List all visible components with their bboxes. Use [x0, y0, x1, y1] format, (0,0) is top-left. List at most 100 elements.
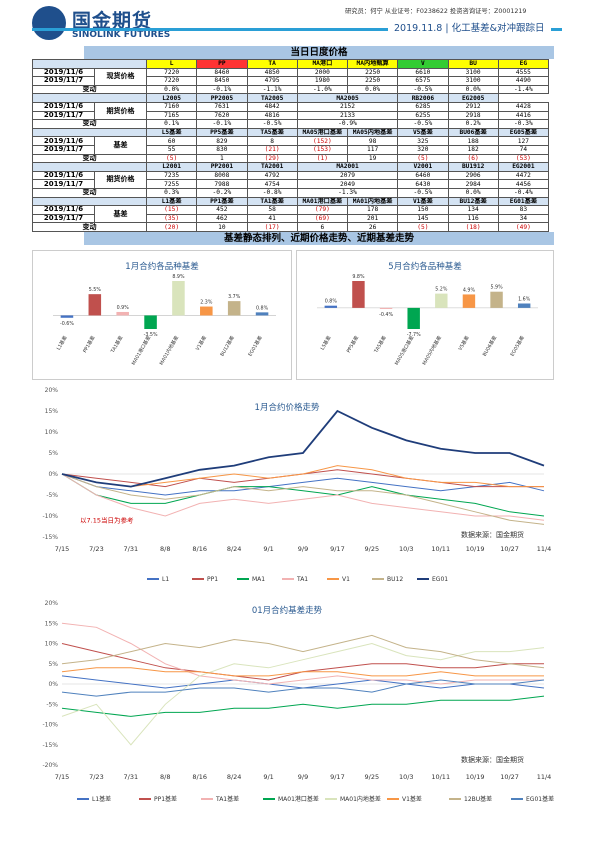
table-cell: 150 [397, 205, 449, 215]
table-cell: 2984 [447, 179, 499, 189]
x-tick-label: 8/24 [227, 773, 242, 781]
data-label: -0.6% [60, 321, 74, 327]
table-cell: 60 [145, 136, 198, 146]
column-header: L2001 [145, 162, 198, 172]
x-tick-label: 7/15 [55, 773, 70, 781]
x-tick-label: 8/8 [160, 545, 170, 553]
table-cell: 145 [397, 213, 449, 224]
bar [352, 281, 365, 308]
bar [490, 291, 503, 308]
table-cell: 6285 [397, 101, 449, 112]
row-date: 2019/11/6 [32, 205, 95, 215]
series-line [61, 473, 545, 517]
table-cell: 7165 [145, 110, 198, 121]
column-header: RB2006 [397, 93, 449, 103]
column-header: EG [497, 59, 550, 69]
group-label: 期货价格 [94, 170, 147, 189]
column-header: V [397, 59, 449, 69]
table-cell: (1) [296, 153, 349, 164]
table-cell: 6 [296, 222, 349, 232]
table-cell: 7631 [196, 101, 248, 112]
legend-label: L1基差 [92, 795, 111, 803]
row-label: 变动 [32, 119, 147, 129]
category-label: TA5基差 [372, 334, 388, 355]
table-cell: 4850 [246, 67, 298, 78]
section-title-daily-prices: 当日日度价格 [84, 46, 554, 59]
table-cell: 2250 [346, 67, 399, 78]
line-chart-jan-price: 20% 15% 10% 5% 0% -5% -10% -15% 7/15 7/23 7/31 8/8 8… [42, 387, 551, 583]
table-cell: 4428 [497, 101, 550, 112]
table-cell: (35) [145, 213, 198, 224]
table-cell: (5) [397, 153, 449, 164]
column-header: L5基差 [145, 127, 198, 138]
row-date: 2019/11/6 [32, 67, 95, 78]
chart-title: 01月合约基差走势 [252, 605, 323, 616]
x-tick-label: 9/1 [263, 545, 273, 553]
table-cell: -0.1% [196, 119, 248, 129]
x-tick-label: 9/17 [330, 773, 345, 781]
x-tick-label: 7/31 [124, 773, 139, 781]
bar [60, 315, 74, 318]
table-cell: 201 [346, 213, 399, 224]
table-cell: 0.0% [447, 187, 499, 198]
table-cell: 0.0% [145, 84, 198, 95]
column-header: MA01港口基差 [296, 196, 349, 207]
spot-row: 2019/11/7 7220 8450 4795 1980 2250 6575 3100 449… [32, 76, 550, 86]
y-tick-label: 20% [45, 600, 59, 607]
category-label: L5基差 [319, 334, 333, 351]
section-title-basis-trends: 基差静态排列、近期价格走势、近期基差走势 [84, 232, 554, 245]
table-cell: 7255 [145, 179, 198, 189]
table-cell: 325 [397, 136, 449, 146]
table-cell: (17) [246, 222, 298, 232]
table-cell: -1.0% [296, 84, 349, 95]
table-cell: 4472 [497, 170, 550, 181]
x-tick-label: 9/9 [298, 773, 308, 781]
data-label: 8.9% [172, 274, 185, 280]
legend-label: V1基差 [402, 795, 422, 803]
chart-may-basis: 5月合约各品种基差 0.8% L5基差 9.8% PP5基差 -0.4% TA5基差 -7.7… [296, 250, 554, 380]
table-cell: 829 [196, 136, 248, 146]
bar [200, 306, 213, 316]
row-date: 2019/11/6 [32, 136, 95, 146]
basis-jan-row: 变动 (20) 10 (17) 6 26 (5) (18) (49) [32, 222, 550, 232]
x-tick-label: 9/17 [330, 545, 345, 553]
y-tick-label: 10% [45, 641, 59, 648]
bar [88, 294, 102, 316]
column-header: MA内地甄算 [346, 59, 399, 69]
table-cell: (152) [296, 136, 349, 146]
column-header: PP5基差 [196, 127, 248, 138]
column-header: BU1912 [447, 162, 499, 172]
header-row-products: L PP TA MA港口 MA内地甄算 V BU EG [32, 59, 550, 69]
header-divider [32, 28, 562, 31]
data-label: 5.5% [89, 287, 102, 293]
x-tick-label: 7/23 [89, 773, 104, 781]
table-cell: 2049 [296, 179, 399, 189]
data-label: 0.8% [325, 299, 338, 305]
header-row-basis-may: L5基差 PP5基差 TA5基差 MA05港口基差 MA05内地基差 V5基差 BU06基差… [32, 127, 550, 138]
legend-label: TA1基差 [215, 795, 239, 803]
table-cell: 6460 [397, 170, 449, 181]
futures-jan-row: 变动 0.3% -0.2% -0.8% -1.3% -0.5% 0.0% -0.4% [32, 187, 550, 198]
table-cell: 8450 [196, 76, 248, 86]
y-tick-label: 10% [45, 429, 59, 436]
bar [435, 293, 448, 308]
x-tick-label: 10/19 [466, 545, 485, 553]
table-cell: 4456 [497, 179, 550, 189]
data-label: 0.8% [256, 305, 269, 311]
table-cell: 7235 [145, 170, 198, 181]
series-line [61, 643, 544, 681]
table-cell: -1.4% [497, 84, 550, 95]
logo-chinese-name: 国金期货 [72, 10, 153, 32]
bar [144, 315, 157, 329]
table-cell: 7620 [196, 110, 248, 121]
row-date: 2019/11/6 [32, 170, 95, 181]
table-cell: 2906 [447, 170, 499, 181]
table-cell: (15) [145, 205, 198, 215]
column-header: BU [447, 59, 499, 69]
data-label: -3.5% [144, 332, 158, 338]
bar [462, 294, 476, 308]
x-tick-label: 8/24 [227, 545, 242, 553]
category-label: TA1基差 [109, 334, 125, 355]
table-cell: 452 [196, 205, 248, 215]
x-tick-label: 9/1 [263, 773, 273, 781]
